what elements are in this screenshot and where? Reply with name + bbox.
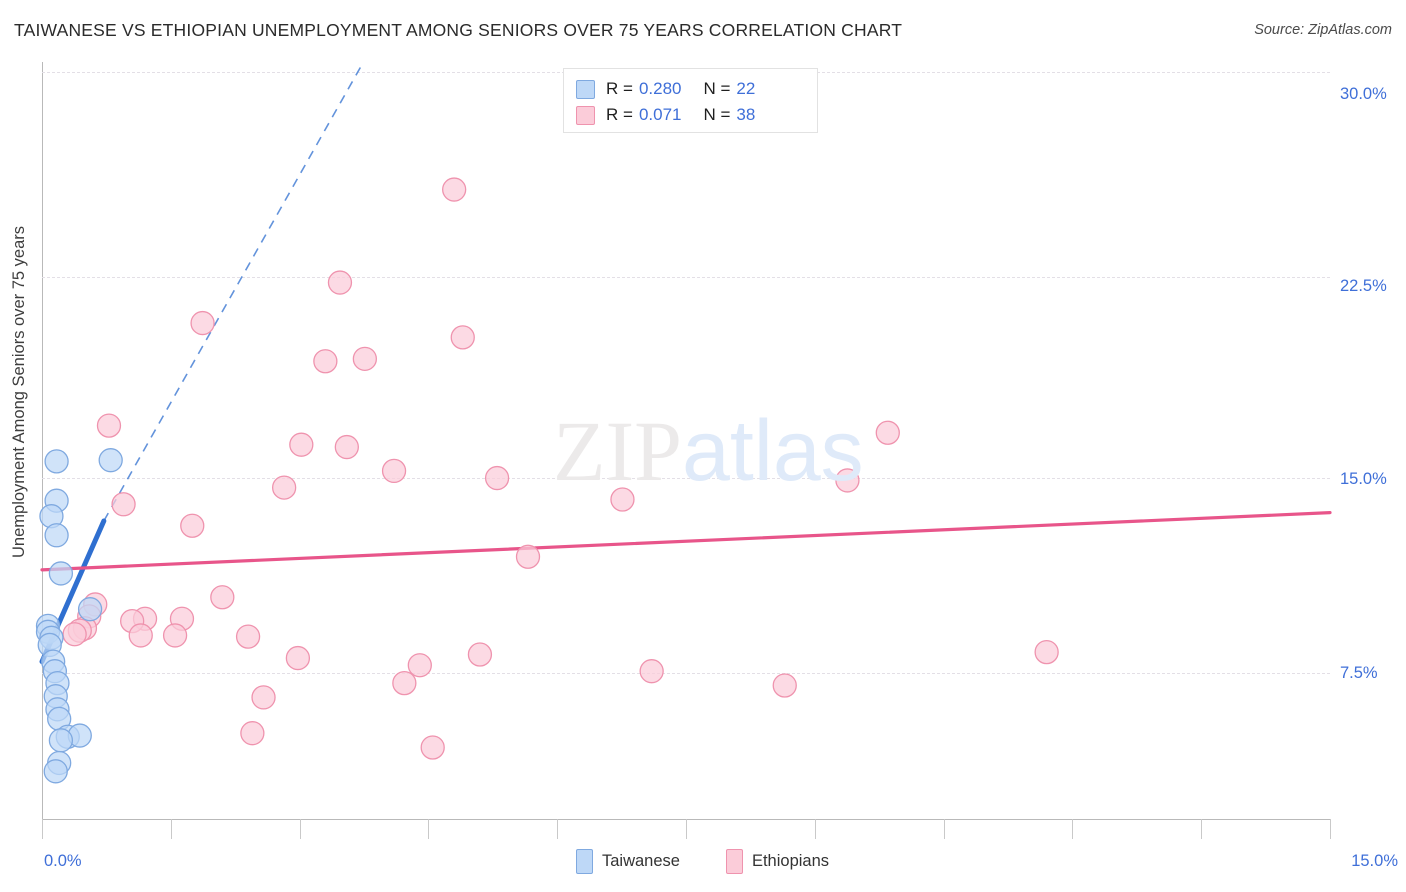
scatter-canvas (35, 65, 1332, 784)
data-point[interactable] (48, 728, 74, 753)
data-point[interactable] (251, 685, 276, 710)
r-label-taiwanese: R = (606, 79, 633, 98)
y-tick-label-15: 15.0% (1340, 470, 1387, 488)
trendline-ethiopians (40, 511, 1332, 572)
plot-area (35, 62, 1332, 819)
data-point[interactable] (44, 449, 69, 474)
taiwanese-points-layer (35, 448, 123, 784)
source-attribution: Source: ZipAtlas.com (1254, 22, 1392, 38)
n-value-taiwanese: 22 (736, 79, 756, 98)
gridline-15 (42, 478, 1330, 479)
x-tick-5 (686, 819, 687, 839)
data-point[interactable] (610, 487, 635, 512)
data-point[interactable] (271, 475, 297, 500)
data-point[interactable] (420, 735, 445, 760)
data-point[interactable] (639, 659, 664, 684)
gridline-22-5 (42, 277, 1330, 278)
legend-item-taiwanese[interactable]: Taiwanese (576, 849, 680, 874)
x-tick-10 (1330, 819, 1331, 839)
data-point[interactable] (240, 721, 265, 746)
data-point[interactable] (62, 622, 87, 647)
data-point[interactable] (77, 597, 103, 622)
series-swatch-ethiopians-icon (576, 105, 595, 125)
data-point[interactable] (128, 623, 153, 648)
data-point[interactable] (98, 448, 123, 473)
data-point[interactable] (334, 434, 359, 460)
data-point[interactable] (407, 653, 432, 678)
legend-chip-taiwanese-icon (576, 849, 593, 874)
data-point[interactable] (285, 645, 311, 671)
x-tick-2 (299, 819, 301, 839)
trendline-layer (39, 65, 1332, 665)
gridline-7-5 (42, 673, 1330, 674)
data-point[interactable] (835, 468, 860, 493)
data-point[interactable] (289, 432, 314, 457)
legend-label-taiwanese: Taiwanese (602, 852, 680, 870)
y-axis-title: Unemployment Among Seniors over 75 years (10, 226, 28, 558)
data-point[interactable] (515, 544, 541, 569)
x-tick-0 (42, 819, 43, 839)
data-point[interactable] (210, 585, 235, 610)
x-tick-3 (428, 819, 430, 839)
data-point[interactable] (44, 523, 69, 548)
data-point[interactable] (327, 270, 353, 295)
data-point[interactable] (484, 465, 510, 491)
data-point[interactable] (392, 670, 417, 696)
x-tick-7 (943, 819, 945, 839)
ethiopians-points-layer (62, 177, 1059, 760)
data-point[interactable] (450, 325, 475, 350)
r-value-ethiopians: 0.071 (638, 105, 682, 124)
data-point[interactable] (48, 561, 74, 586)
legend-item-ethiopians[interactable]: Ethiopians (725, 849, 830, 874)
y-tick-label-22-5: 22.5% (1340, 277, 1387, 295)
x-tick-8 (1072, 819, 1074, 839)
data-point[interactable] (313, 349, 338, 374)
x-tick-1 (170, 819, 172, 839)
y-axis-line (42, 62, 43, 819)
page-title: TAIWANESE VS ETHIOPIAN UNEMPLOYMENT AMON… (14, 20, 903, 40)
y-tick-label-7-5: 7.5% (1340, 664, 1378, 682)
data-point[interactable] (875, 420, 900, 445)
n-label-ethiopians: N = (703, 105, 731, 124)
data-point[interactable] (43, 759, 68, 784)
data-point[interactable] (180, 513, 205, 538)
data-point[interactable] (1034, 639, 1059, 665)
data-point[interactable] (467, 642, 493, 667)
data-point[interactable] (96, 413, 122, 438)
data-point[interactable] (442, 177, 467, 202)
series-swatch-taiwanese-icon (576, 79, 595, 99)
x-tick-6 (814, 819, 816, 839)
data-point[interactable] (352, 346, 378, 371)
stats-row-taiwanese: R = 0.280 N = 22 (576, 76, 805, 102)
x-tick-4 (557, 819, 559, 839)
n-value-ethiopians: 38 (736, 105, 756, 124)
data-point[interactable] (381, 458, 407, 484)
x-tick-label-min: 0.0% (44, 852, 82, 870)
r-label-ethiopians: R = (606, 105, 633, 124)
data-point[interactable] (772, 673, 797, 698)
x-tick-9 (1201, 819, 1203, 839)
stats-row-ethiopians: R = 0.071 N = 38 (576, 102, 805, 128)
correlation-stats-box: R = 0.280 N = 22 R = 0.071 N = 38 (563, 68, 818, 133)
legend-label-ethiopians: Ethiopians (751, 852, 830, 870)
data-point[interactable] (235, 624, 261, 649)
y-tick-label-30: 30.0% (1340, 85, 1387, 103)
x-tick-label-max: 15.0% (1351, 852, 1398, 870)
n-label-taiwanese: N = (703, 79, 731, 98)
data-point[interactable] (162, 623, 188, 648)
trendline-taiwanese-extension (103, 65, 363, 522)
series-legend: Taiwanese Ethiopians (576, 849, 829, 874)
data-point[interactable] (111, 492, 136, 517)
r-value-taiwanese: 0.280 (638, 79, 682, 98)
data-point[interactable] (190, 310, 215, 336)
legend-chip-ethiopians-icon (725, 849, 743, 874)
